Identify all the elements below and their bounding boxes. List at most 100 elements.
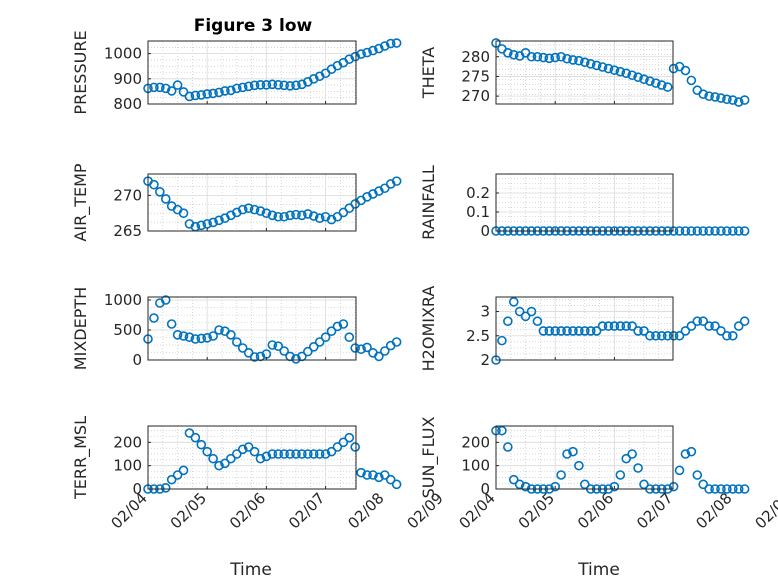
data-point [544,53,555,64]
data-point [621,321,632,331]
y-tick-label: 1000 [104,45,142,63]
data-point [538,326,549,336]
data-point [190,432,201,443]
subplot-mixdepth: 0 500 1000 MIXDEPTH [71,287,402,370]
data-point [627,70,637,81]
subplot-rainfall: 00.10.2 RAINFALL [419,165,750,240]
data-point [232,83,242,94]
data-point [574,326,584,336]
data-point [273,449,284,459]
data-point [526,306,537,317]
data-point [350,343,361,353]
x-tick-label: 02/05 [515,489,558,532]
data-point [243,81,254,92]
data-point [344,332,355,343]
y-tick-label: 200 [113,433,142,451]
y-axis-label: SUN_FLUX [419,417,439,499]
data-point [178,87,189,97]
data-point [727,484,738,494]
x-tick-label: 02/05 [167,489,210,532]
data-point [645,330,655,341]
data-point [214,325,224,335]
data-point [308,341,319,352]
data-point [668,330,679,341]
data-point [184,332,195,343]
subplot-h2omixra: 2 2.5 3 H2OMIXRA [419,286,750,372]
data-point [532,316,543,327]
data-point [172,329,183,340]
data-point [350,51,361,62]
data-point [710,226,720,236]
data-point [291,449,301,459]
data-point [326,446,337,457]
data-point [267,210,278,221]
data-point [615,66,626,77]
data-point [149,82,159,93]
data-point [237,444,248,455]
data-point [633,326,643,336]
figure-title: Figure 3 low [194,16,313,36]
axes-frame [147,40,357,105]
data-point [639,74,649,84]
data-point [674,226,685,236]
data-point [379,346,390,356]
axes-frame [495,425,674,490]
data-point [214,215,224,226]
data-point [562,449,572,459]
data-point [550,326,561,336]
data-point [160,83,171,94]
data-point [722,94,732,105]
data-point [503,48,513,58]
data-point [255,453,266,464]
y-axis-label: H2OMIXRA [419,286,438,372]
data-point [362,470,372,480]
data-point [202,332,212,343]
data-point [184,91,195,102]
series-markers [491,297,750,365]
data-point [579,326,590,336]
data-point [704,484,714,494]
data-point [716,226,726,236]
y-tick-label: 0.1 [466,203,490,221]
data-point [320,449,331,459]
data-point [733,226,744,236]
series-markers [143,295,402,364]
data-point [379,41,390,51]
data-point [532,51,543,62]
data-point [196,439,207,450]
data-point [155,187,165,197]
data-point [692,316,703,327]
data-point [674,330,685,341]
x-tick-label: 02/08 [344,489,387,532]
data-point [303,449,313,459]
data-point [350,442,361,452]
data-point [727,95,738,105]
data-point [579,57,590,68]
data-point [291,209,301,220]
data-point [544,326,555,336]
data-point [243,203,254,213]
data-point [320,332,331,343]
data-point [633,463,643,473]
data-point [172,470,183,480]
y-axis-label: MIXDEPTH [71,287,90,370]
data-point [344,54,355,64]
y-tick-label: 2 [480,351,490,369]
series-markers [491,38,750,107]
x-tick-label: 02/06 [574,489,617,532]
data-point [279,80,289,91]
data-point [603,63,614,74]
x-tick-label: 02/04 [456,489,499,532]
data-point [149,179,159,190]
axes-background [148,174,356,231]
data-point [226,453,236,464]
subplot-pressure: 800 900 1000 PRESSURE [71,30,402,115]
x-tick-label: 02/06 [226,489,269,532]
data-point [704,321,714,331]
data-point [692,470,703,480]
data-point [196,90,207,100]
data-point [609,65,620,75]
data-point [232,449,242,459]
